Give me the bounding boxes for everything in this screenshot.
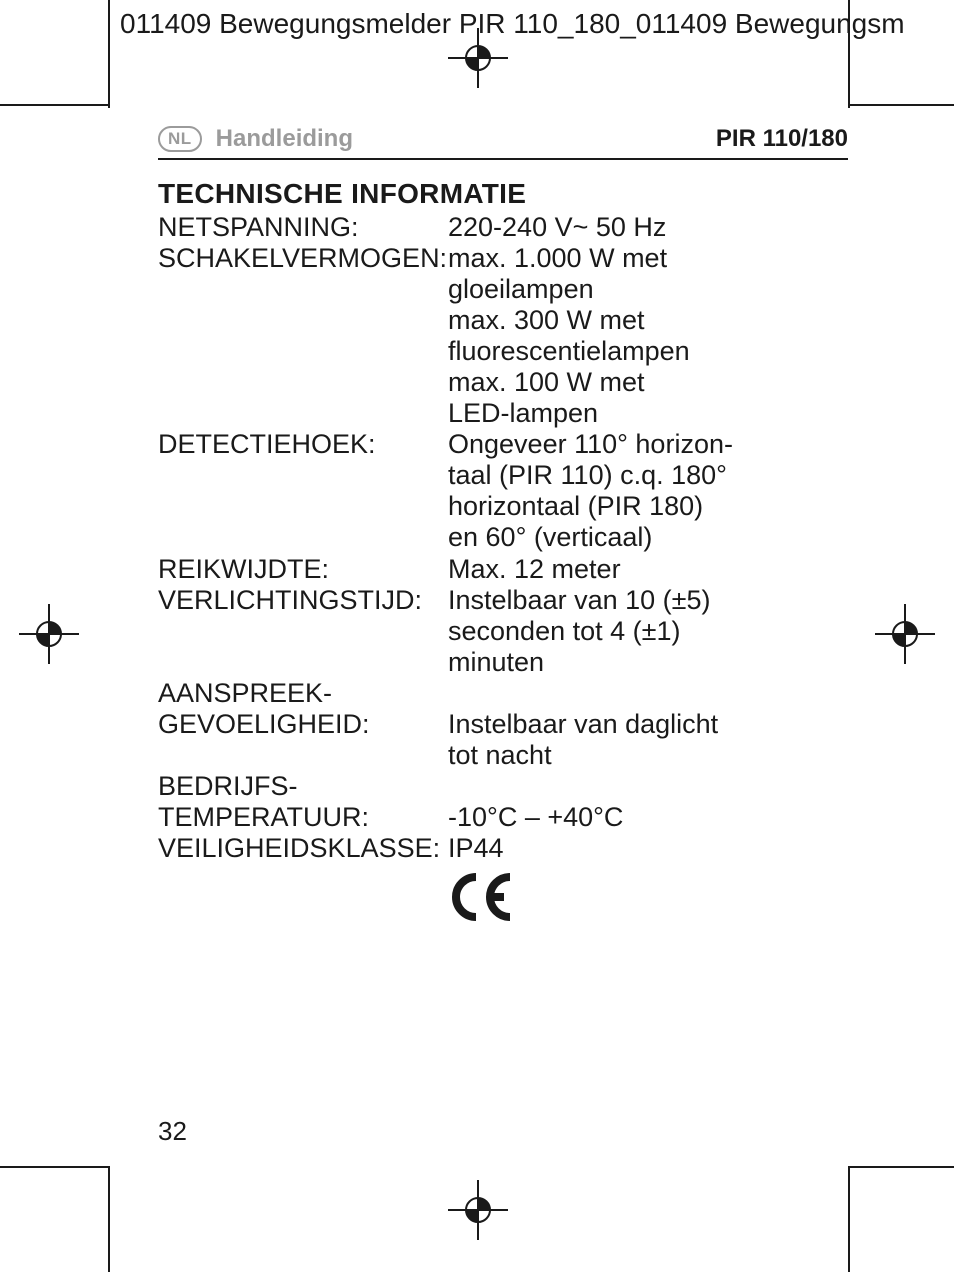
spec-row: VEILIGHEIDSKLASSE: IP44 — [158, 833, 848, 864]
crop-line — [108, 0, 110, 108]
crop-line — [848, 1166, 850, 1272]
spec-row: BEDRIJFS- TEMPERATUUR: -10°C – +40°C — [158, 771, 848, 833]
spec-row: VERLICHTINGSTIJD: Instelbaar van 10 (±5)… — [158, 585, 848, 678]
spec-value: -10°C – +40°C — [448, 771, 848, 833]
spec-label: NETSPANNING: — [158, 212, 448, 243]
spec-value: 220-240 V~ 50 Hz — [448, 212, 848, 243]
spec-label: VEILIGHEIDSKLASSE: — [158, 833, 448, 864]
crop-line — [848, 1166, 954, 1168]
spec-row: NETSPANNING: 220-240 V~ 50 Hz — [158, 212, 848, 243]
spec-value: Instelbaar van 10 (±5) seconden tot 4 (±… — [448, 585, 848, 678]
header-title-right: PIR 110/180 — [716, 125, 848, 153]
spec-row: SCHAKELVERMOGEN: max. 1.000 W met gloeil… — [158, 243, 848, 429]
spec-label: DETECTIEHOEK: — [158, 429, 448, 553]
section-title: TECHNISCHE INFORMATIE — [158, 178, 848, 210]
crop-line — [108, 1166, 110, 1272]
spec-value: Max. 12 meter — [448, 554, 848, 585]
spec-label: VERLICHTINGSTIJD: — [158, 585, 448, 678]
ce-mark-icon — [448, 872, 848, 927]
spec-value: Instelbaar van daglicht tot nacht — [448, 678, 848, 771]
spec-value: Ongeveer 110° horizon- taal (PIR 110) c.… — [448, 429, 848, 553]
spec-value: IP44 — [448, 833, 848, 864]
registration-mark-icon — [875, 604, 935, 664]
spec-label: REIKWIJDTE: — [158, 554, 448, 585]
spec-label: BEDRIJFS- TEMPERATUUR: — [158, 771, 448, 833]
spec-row: REIKWIJDTE: Max. 12 meter — [158, 554, 848, 585]
file-header-text: 011409 Bewegungsmelder PIR 110_180_01140… — [120, 8, 905, 40]
page-number: 32 — [158, 1116, 187, 1147]
language-badge: NL — [158, 126, 202, 152]
crop-line — [0, 104, 108, 106]
spec-label: AANSPREEK- GEVOELIGHEID: — [158, 678, 448, 771]
spec-row: AANSPREEK- GEVOELIGHEID: Instelbaar van … — [158, 678, 848, 771]
registration-mark-icon — [448, 1180, 508, 1240]
header-title-left: Handleiding — [216, 125, 353, 153]
crop-line — [848, 104, 954, 106]
spec-row: DETECTIEHOEK: Ongeveer 110° horizon- taa… — [158, 429, 848, 553]
content-area: TECHNISCHE INFORMATIE NETSPANNING: 220-2… — [158, 178, 848, 927]
spec-value: max. 1.000 W met gloeilampen max. 300 W … — [448, 243, 848, 429]
page-header: NL Handleiding PIR 110/180 — [158, 120, 848, 160]
crop-line — [0, 1166, 108, 1168]
registration-mark-icon — [19, 604, 79, 664]
spec-label: SCHAKELVERMOGEN: — [158, 243, 448, 429]
